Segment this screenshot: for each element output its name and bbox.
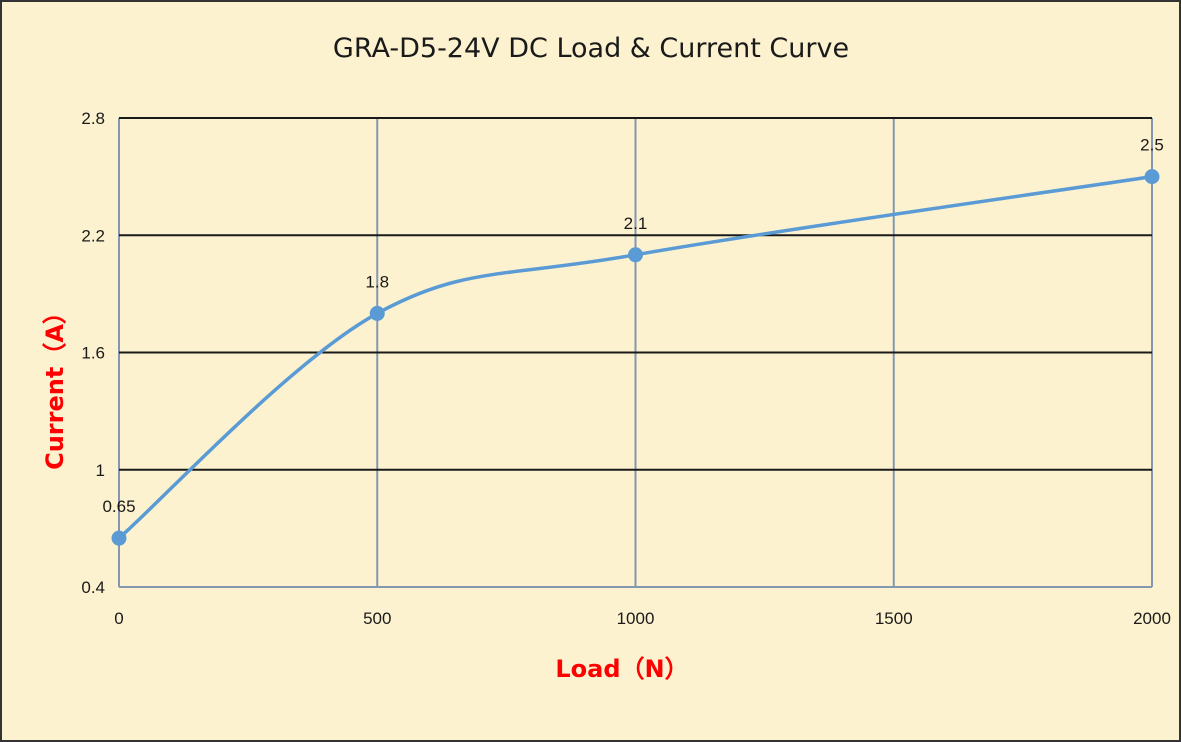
grid bbox=[118, 117, 1153, 588]
y-tick-label: 2.8 bbox=[81, 109, 105, 128]
series-group: 0.65 1.8 2.1 2.5 bbox=[102, 136, 1164, 546]
chart-title: GRA-D5-24V DC Load & Current Curve bbox=[333, 33, 849, 64]
x-axis-title: Load（N） bbox=[555, 655, 688, 683]
y-tick-label: 2.2 bbox=[81, 226, 105, 245]
tick-labels: 0 500 1000 1500 2000 0.4 1 1.6 2.2 2.8 bbox=[81, 109, 1171, 628]
data-label: 2.1 bbox=[624, 214, 648, 233]
data-point bbox=[369, 305, 385, 321]
data-label: 0.65 bbox=[102, 497, 135, 516]
data-label: 1.8 bbox=[365, 272, 389, 291]
x-tick-label: 2000 bbox=[1133, 609, 1171, 628]
x-tick-label: 1000 bbox=[617, 609, 655, 628]
data-point bbox=[628, 247, 643, 263]
series-line bbox=[117, 174, 1153, 540]
x-tick-label: 0 bbox=[114, 609, 123, 628]
y-tick-label: 1 bbox=[96, 461, 105, 480]
data-point bbox=[1144, 169, 1160, 185]
y-tick-label: 1.6 bbox=[81, 344, 105, 363]
y-axis-title: Current（A） bbox=[41, 300, 69, 470]
data-point bbox=[111, 530, 127, 546]
x-tick-label: 500 bbox=[363, 609, 391, 628]
y-tick-label: 0.4 bbox=[81, 578, 105, 597]
x-tick-label: 1500 bbox=[875, 609, 913, 628]
data-label: 2.5 bbox=[1140, 136, 1164, 155]
